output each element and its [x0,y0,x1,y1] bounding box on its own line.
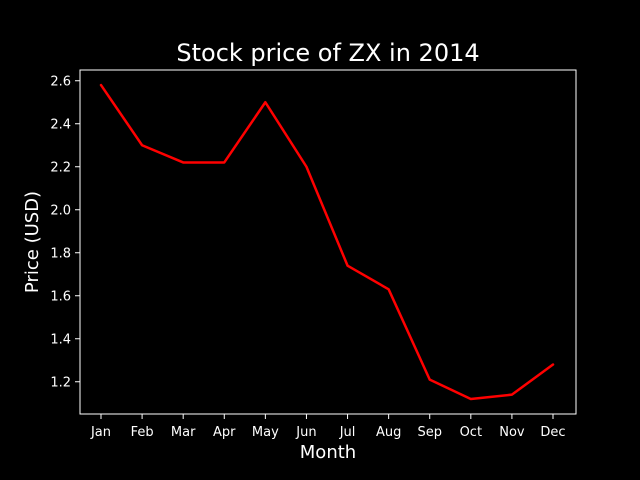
y-tick-label: 1.4 [50,332,71,347]
x-axis-label: Month [300,442,356,463]
x-tick-label: May [252,425,279,440]
x-tick-label: Apr [213,425,236,440]
x-tick-label: Feb [131,425,154,440]
y-tick-label: 2.4 [50,117,71,132]
x-tick-label: Nov [499,425,525,440]
y-tick-label: 2.0 [50,203,71,218]
plot-area-frame [79,69,577,415]
x-tick-label: Dec [540,425,565,440]
series-line [99,83,555,401]
y-axis-label: Price (USD) [22,191,43,293]
x-tick-label: Jul [339,425,356,440]
x-tick-label: Jan [90,425,111,440]
series-layer [99,83,555,401]
x-tick-label: Oct [460,425,482,440]
y-tick-label: 2.6 [50,74,71,89]
x-tick-label: Jun [295,425,316,440]
y-axis: 1.2 1.4 1.6 1.8 2.0 2.2 2.4 2.6 [50,74,80,390]
x-tick-label: Aug [376,425,401,440]
y-tick-label: 1.6 [50,289,71,304]
y-tick-label: 1.8 [50,246,71,261]
y-tick-label: 2.2 [50,160,71,175]
x-tick-label: Sep [417,425,442,440]
x-tick-label: Mar [171,425,196,440]
chart-title: Stock price of ZX in 2014 [176,39,479,67]
x-axis: Jan Feb Mar Apr May Jun Jul Aug Sep Oct Nov Dec [90,414,566,440]
y-tick-label: 1.2 [50,375,71,390]
